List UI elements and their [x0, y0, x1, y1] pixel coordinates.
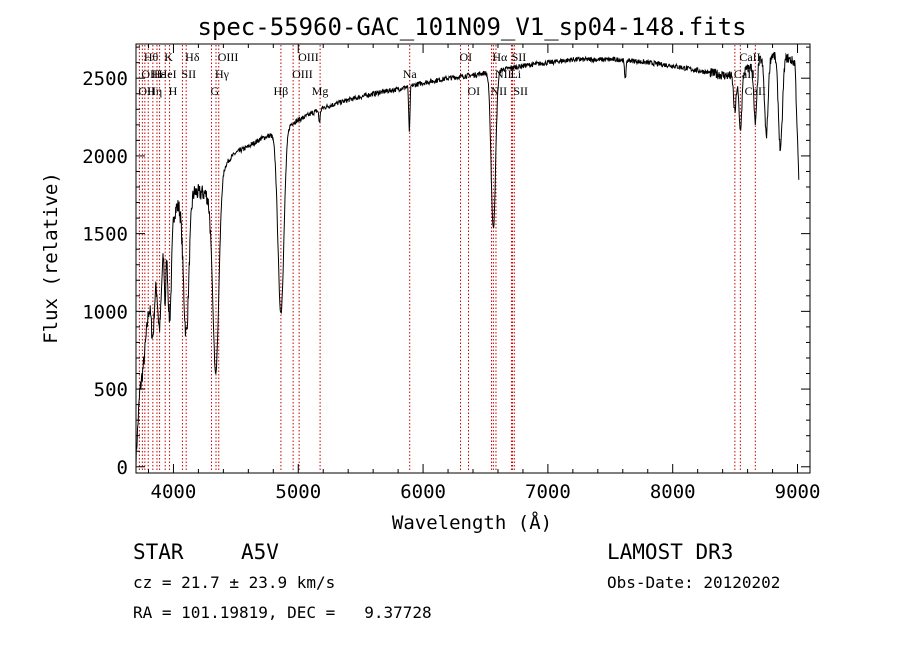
y-tick-label: 1500: [82, 224, 128, 246]
line-label: CaII: [734, 67, 755, 81]
ra-dec: RA = 101.19819, DEC = 9.37728: [133, 603, 432, 622]
redshift-cz: cz = 21.7 ± 23.9 km/s: [133, 573, 336, 592]
line-label: CaII: [745, 84, 766, 98]
spectrum-line: [135, 51, 800, 468]
line-label: Hη: [147, 84, 162, 98]
line-label: OI: [460, 50, 473, 64]
x-tick-label: 5000: [275, 481, 321, 503]
line-label: OI: [468, 84, 481, 98]
object-class: STAR: [133, 540, 184, 564]
chart-title: spec-55960-GAC_101N09_V1_sp04-148.fits: [197, 13, 746, 41]
line-label: SII: [512, 50, 527, 64]
x-tick-label: 7000: [525, 481, 571, 503]
line-label: K: [164, 50, 173, 64]
spectral-line-markers: [138, 45, 756, 472]
line-label: Mg: [312, 84, 329, 98]
line-label: Hθ: [144, 50, 159, 64]
line-label: NII: [495, 67, 512, 81]
line-label: CaII: [739, 50, 760, 64]
line-label: Hγ: [215, 67, 230, 81]
y-tick-label: 2000: [82, 146, 128, 168]
line-label: OII: [138, 84, 155, 98]
line-label: G: [211, 84, 220, 98]
y-tick-label: 0: [117, 457, 128, 479]
line-label: OIII: [292, 67, 313, 81]
line-label: OII: [141, 67, 158, 81]
line-label: Na: [403, 67, 418, 81]
y-tick-label: 1000: [82, 301, 128, 323]
object-subclass: A5V: [241, 540, 279, 564]
line-label: Hβ: [274, 84, 289, 98]
x-tick-label: 8000: [650, 481, 696, 503]
plot-frame: [135, 43, 811, 474]
y-tick-label: 500: [94, 379, 128, 401]
line-label: NII: [490, 84, 507, 98]
line-label: OIII: [218, 50, 239, 64]
line-label: SII: [181, 67, 196, 81]
x-axis-label: Wavelength (Å): [392, 511, 552, 534]
spectrum-series: [135, 51, 800, 468]
x-tick-label: 6000: [400, 481, 446, 503]
line-label: H: [169, 84, 178, 98]
survey-name: LAMOST DR3: [607, 540, 734, 564]
line-label: Hα: [492, 50, 508, 64]
line-label: Hδ: [185, 50, 200, 64]
x-tick-label: 9000: [775, 481, 821, 503]
axes: 4000 5000 6000 7000 8000 9000 0 500 1000 1500 2000…: [82, 44, 820, 503]
x-tick-label: 4000: [151, 481, 197, 503]
observation-date: Obs-Date: 20120202: [607, 573, 781, 592]
y-tick-label: 2500: [82, 68, 128, 90]
line-label: SII: [513, 84, 528, 98]
y-axis-label: Flux (relative): [40, 172, 62, 344]
line-label: HeI: [159, 67, 177, 81]
spectral-line-labels: OIIOIIHθHηHεHeIKHSIIHδGHγOIIIHβOIIIOIIIM…: [138, 50, 766, 98]
line-label: OIII: [298, 50, 319, 64]
line-label: Li: [510, 67, 521, 81]
line-label: Hε: [152, 67, 166, 81]
